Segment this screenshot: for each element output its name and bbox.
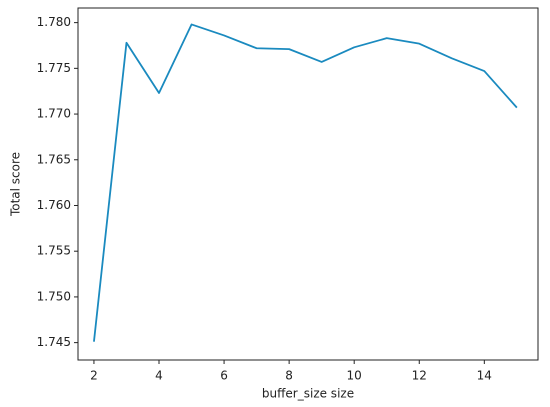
y-tick-label: 1.755: [37, 244, 71, 258]
y-tick-label: 1.760: [37, 198, 71, 212]
x-tick-label: 4: [155, 369, 163, 383]
y-tick-label: 1.780: [37, 15, 71, 29]
x-tick-label: 2: [90, 369, 98, 383]
y-tick-label: 1.770: [37, 107, 71, 121]
data-line: [93, 23, 518, 342]
y-tick-label: 1.765: [37, 152, 71, 166]
x-tick-label: 12: [412, 369, 427, 383]
y-tick-label: 1.775: [37, 61, 71, 75]
x-tick-label: 14: [477, 369, 492, 383]
y-axis-label: Total score: [9, 152, 23, 217]
x-tick-label: 6: [220, 369, 228, 383]
x-tick-label: 10: [347, 369, 362, 383]
y-tick-label: 1.750: [37, 289, 71, 303]
x-axis-label: buffer_size size: [262, 387, 354, 401]
y-tick-label: 1.745: [37, 335, 71, 349]
x-tick-label: 8: [285, 369, 293, 383]
plot-frame: [77, 7, 539, 361]
